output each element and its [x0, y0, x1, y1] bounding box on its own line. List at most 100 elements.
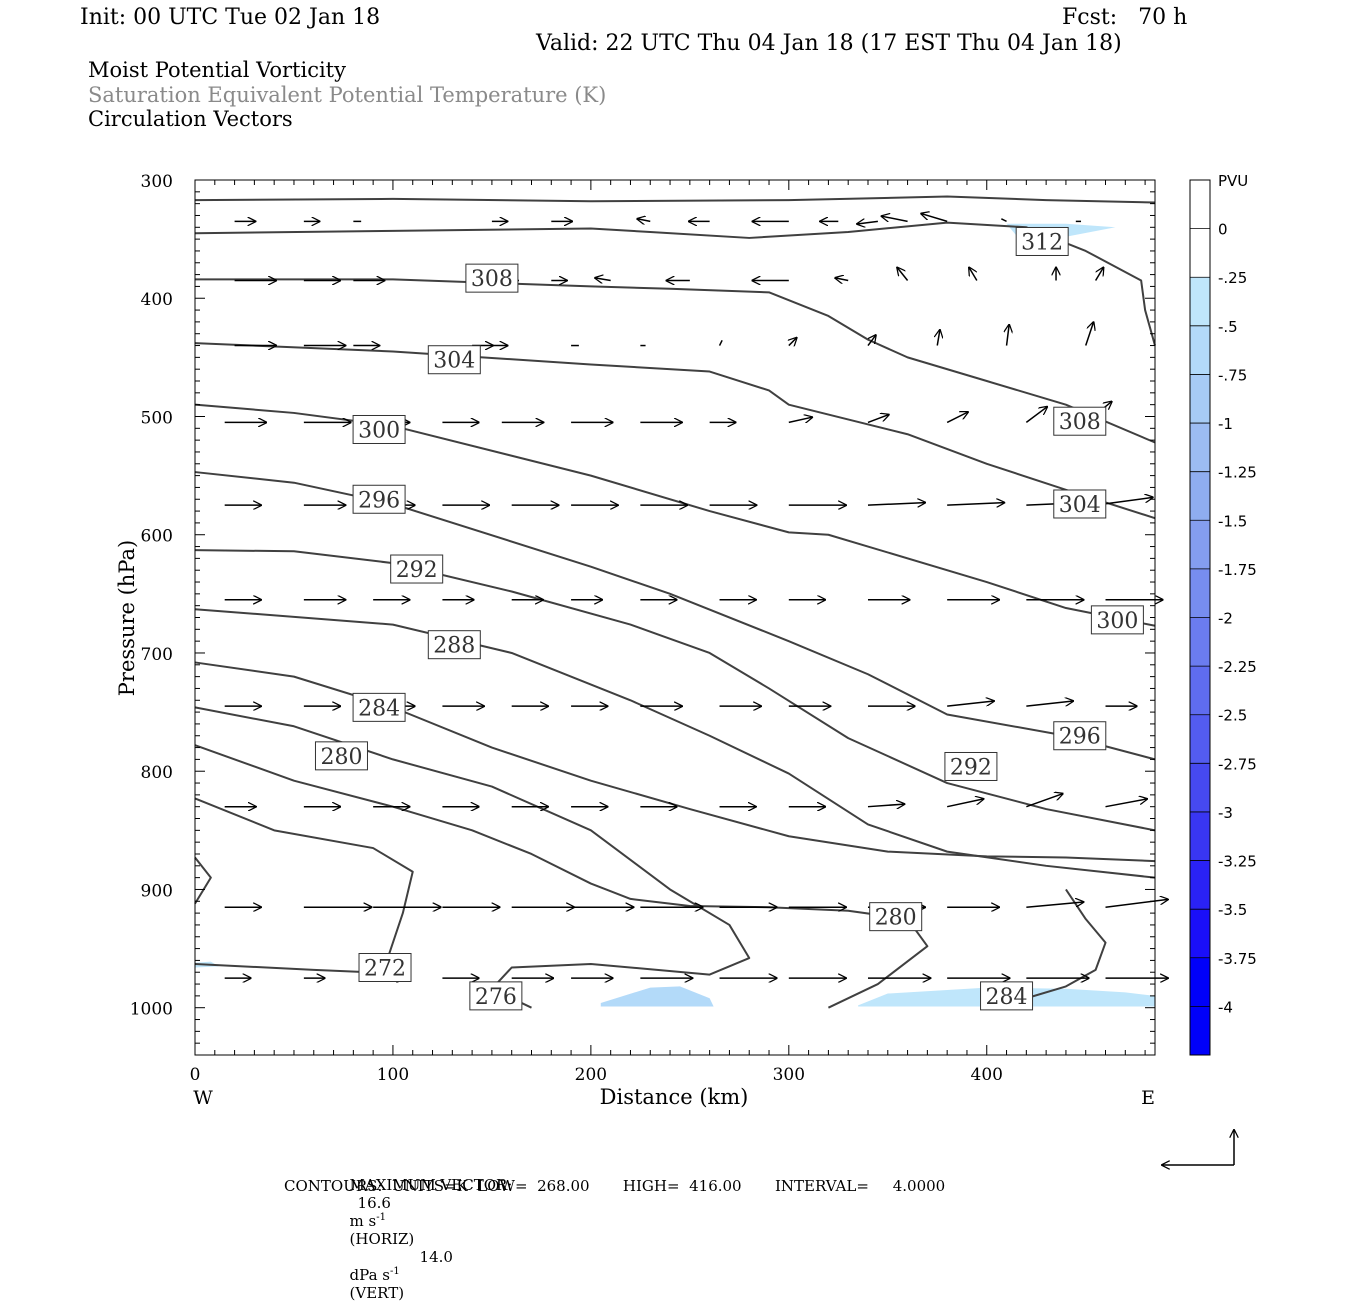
colorbar-level-label: -3.25 — [1218, 853, 1257, 871]
contour-label-text: 284 — [986, 985, 1028, 1010]
contour-label: 296 — [352, 484, 406, 514]
circulation-vector — [867, 415, 889, 424]
colorbar-level-label: -2.5 — [1218, 707, 1247, 725]
contour-312-0 — [194, 195, 1156, 204]
circulation-vector — [789, 338, 797, 346]
y-axis-title: Pressure (hPa) — [115, 540, 139, 696]
contour-label: 296 — [1053, 721, 1107, 751]
circulation-vector — [867, 804, 904, 807]
contour-label-text: 284 — [358, 696, 400, 721]
max-horiz-value: 16.6 — [357, 1194, 391, 1212]
colorbar-cell — [1190, 471, 1210, 521]
colorbar-level-label: -2.75 — [1218, 755, 1257, 773]
colorbar-cell — [1190, 228, 1210, 278]
contour-label-text: 304 — [1059, 493, 1101, 518]
contour-label-text: 312 — [1021, 230, 1063, 255]
circulation-vector — [1085, 322, 1094, 346]
max-vert-value: 14.0 — [419, 1248, 453, 1266]
circulation-vector — [947, 503, 1004, 506]
max-horiz-unit: m s — [349, 1212, 377, 1230]
circulation-vector — [637, 219, 651, 222]
field-title-thetae: Saturation Equivalent Potential Temperat… — [88, 83, 607, 107]
contour-label: 292 — [944, 751, 998, 781]
colorbar-level-label: -.75 — [1218, 366, 1247, 384]
max-horiz-exp: -1 — [376, 1212, 386, 1223]
init-time: Init: 00 UTC Tue 02 Jan 18 — [80, 5, 381, 30]
contour-296-5 — [194, 471, 1156, 761]
circulation-vector — [867, 503, 925, 506]
colorbar-cell — [1190, 811, 1210, 862]
contour-label-text: 272 — [364, 957, 406, 982]
contour-label-text: 304 — [433, 349, 475, 374]
contour-label: 280 — [869, 902, 923, 932]
colorbar-cell — [1190, 180, 1210, 230]
circulation-vector — [946, 412, 968, 424]
x-right-end-label: E — [1141, 1087, 1155, 1109]
contour-label: 304 — [1053, 489, 1107, 519]
pv-colorbar: 0 -.25 -.5 -.75 -1 -1.25 -1.5 -1.75 -2 -2.25 -2.5 -… — [1189, 179, 1257, 1056]
contour-label: 276 — [469, 981, 523, 1011]
circulation-vector — [1094, 268, 1104, 281]
y-tick-label: 700 — [141, 645, 173, 665]
contour-292-6 — [194, 549, 1156, 832]
contour-312-1 — [194, 221, 1156, 346]
colorbar-cell — [1190, 909, 1210, 959]
colorbar-level-label: -1.5 — [1218, 512, 1247, 530]
contour-label: 308 — [465, 263, 519, 293]
contour-272-12 — [194, 856, 212, 905]
contour-label-text: 300 — [1096, 609, 1138, 634]
max-vector-prefix: MAXIMUM VECTOR: — [349, 1176, 513, 1194]
contour-label: 272 — [358, 953, 412, 982]
circulation-vector — [969, 268, 978, 281]
colorbar-level-label: -3.5 — [1218, 901, 1247, 919]
colorbar-level-label: -.25 — [1218, 269, 1247, 287]
cross-section-chart: 312 308 304 300 296 292 288 284 280 272 276 280 284 2… — [115, 172, 1257, 1200]
contour-276-11 — [194, 797, 414, 974]
circulation-vector — [947, 701, 994, 707]
colorbar-cell — [1190, 957, 1210, 1007]
circulation-vector — [857, 221, 878, 224]
circulation-vector — [718, 340, 723, 346]
colorbar-level-label: -4 — [1218, 998, 1233, 1016]
x-tick-label: 400 — [971, 1065, 1003, 1085]
contour-label-text: 300 — [358, 418, 400, 443]
circulation-vector — [937, 330, 940, 346]
circulation-vector — [595, 278, 611, 281]
colorbar-level-label: -2 — [1218, 610, 1233, 628]
contour-label-text: 280 — [875, 906, 917, 931]
circulation-vector — [868, 335, 876, 346]
pv-region-1 — [600, 986, 714, 1007]
contour-300-4 — [194, 403, 1156, 627]
contour-label-text: 292 — [950, 755, 992, 780]
contour-label: 304 — [427, 345, 481, 375]
colorbar-cell — [1190, 617, 1210, 667]
x-tick-label: 300 — [773, 1065, 805, 1085]
circulation-vector — [882, 216, 908, 221]
contour-layer — [194, 195, 1156, 1009]
circulation-vector — [947, 799, 983, 808]
x-left-end-label: W — [193, 1087, 213, 1109]
colorbar-level-label: -2.25 — [1218, 658, 1257, 676]
y-tick-label: 800 — [141, 763, 173, 783]
field-title-vectors: Circulation Vectors — [88, 107, 293, 131]
contour-280-10 — [194, 744, 929, 1009]
field-title-mpv: Moist Potential Vorticity — [88, 58, 346, 82]
colorbar-level-label: -1.75 — [1218, 561, 1257, 579]
colorbar-cell — [1190, 374, 1210, 424]
axis-layer: 300 400 500 600 700 800 900 1000 0 100 200 300 400 — [130, 172, 1155, 1085]
contour-label: 284 — [352, 692, 406, 722]
colorbar-cell — [1190, 277, 1210, 327]
circulation-vector — [1025, 407, 1047, 423]
y-tick-label: 600 — [141, 527, 173, 547]
colorbar-level-label: -3.75 — [1218, 950, 1257, 968]
contour-label: 288 — [427, 630, 481, 660]
contour-label-text: 296 — [1059, 725, 1101, 750]
x-axis-title: Distance (km) — [600, 1085, 749, 1109]
y-tick-label: 500 — [141, 408, 173, 428]
vector-layer — [224, 214, 1168, 979]
y-tick-label: 300 — [141, 172, 173, 192]
colorbar-level-label: -1.25 — [1218, 464, 1257, 482]
max-vert-exp: -1 — [389, 1266, 400, 1277]
contour-label-text: 276 — [475, 985, 517, 1010]
contour-label: 312 — [1015, 226, 1069, 256]
